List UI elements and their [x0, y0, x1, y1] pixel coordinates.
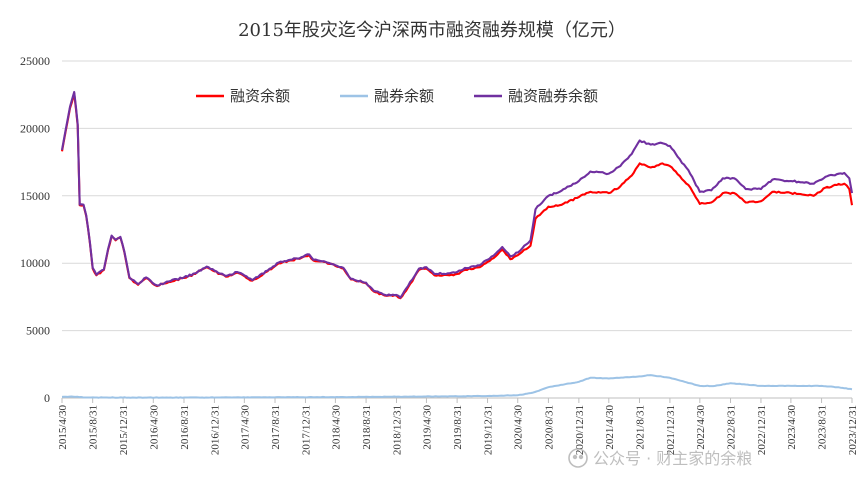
y-axis: 0 5000 10000 15000 20000 25000	[20, 54, 50, 405]
watermark-text: 公众号 · 财主家的余粮	[593, 449, 752, 468]
x-tick-label: 2022/12/31	[756, 405, 768, 455]
wechat-official-account-icon	[568, 448, 588, 468]
x-tick-label: 2016/4/30	[148, 405, 160, 450]
x-tick-label: 2015/8/31	[88, 405, 100, 450]
x-tick-label: 2020/8/31	[543, 405, 555, 450]
x-tick-label: 2023/8/31	[817, 405, 829, 450]
x-tick-label: 2017/4/30	[239, 405, 251, 450]
y-tick-label: 10000	[20, 256, 50, 270]
x-tick-label: 2016/12/31	[209, 405, 221, 455]
legend-label: 融资融券余额	[508, 87, 598, 105]
y-tick-label: 20000	[20, 121, 50, 135]
y-tick-label: 0	[44, 391, 50, 405]
x-tick-label: 2023/12/31	[847, 405, 859, 455]
series-line	[61, 374, 853, 399]
gridlines	[62, 60, 852, 399]
y-tick-label: 25000	[20, 54, 50, 68]
chart-title: 2015年股灾迄今沪深两市融资融券规模（亿元）	[238, 20, 626, 41]
y-tick-label: 15000	[20, 189, 50, 203]
x-tick-label: 2018/12/31	[392, 405, 404, 455]
x-tick-label: 2019/8/31	[452, 405, 464, 450]
x-tick-label: 2015/4/30	[57, 405, 69, 450]
watermark: 公众号 · 财主家的余粮	[568, 448, 752, 468]
x-tick-label: 2023/4/30	[786, 405, 798, 450]
x-tick-label: 2022/8/31	[726, 405, 738, 450]
x-tick-label: 2018/4/30	[330, 405, 342, 450]
plot-area	[60, 90, 854, 399]
x-tick-label: 2018/8/31	[361, 405, 373, 450]
x-tick-label: 2021/4/30	[604, 405, 616, 450]
series-line	[60, 90, 854, 299]
x-tick-label: 2017/8/31	[270, 405, 282, 450]
x-tick-label: 2020/4/30	[513, 405, 525, 450]
x-tick-label: 2022/4/30	[695, 405, 707, 450]
x-tick-label: 2015/12/31	[118, 405, 130, 455]
x-tick-label: 2016/8/31	[179, 405, 191, 450]
y-tick-label: 5000	[26, 324, 50, 338]
x-axis: 2015/4/30 2015/8/31 2015/12/31 2016/4/30 201…	[57, 398, 859, 455]
x-tick-label: 2021/12/31	[665, 405, 677, 455]
x-tick-label: 2020/12/31	[574, 405, 586, 455]
x-tick-label: 2021/8/31	[634, 405, 646, 450]
x-tick-label: 2017/12/31	[300, 405, 312, 455]
legend-label: 融券余额	[374, 87, 434, 105]
x-tick-label: 2019/12/31	[483, 405, 495, 455]
legend-label: 融资余额	[230, 87, 290, 105]
legend: 融资余额 融券余额 融资融券余额	[196, 87, 598, 105]
x-tick-label: 2019/4/30	[421, 405, 433, 450]
